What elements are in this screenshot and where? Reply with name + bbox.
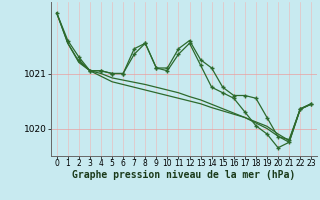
X-axis label: Graphe pression niveau de la mer (hPa): Graphe pression niveau de la mer (hPa) [72,170,296,180]
